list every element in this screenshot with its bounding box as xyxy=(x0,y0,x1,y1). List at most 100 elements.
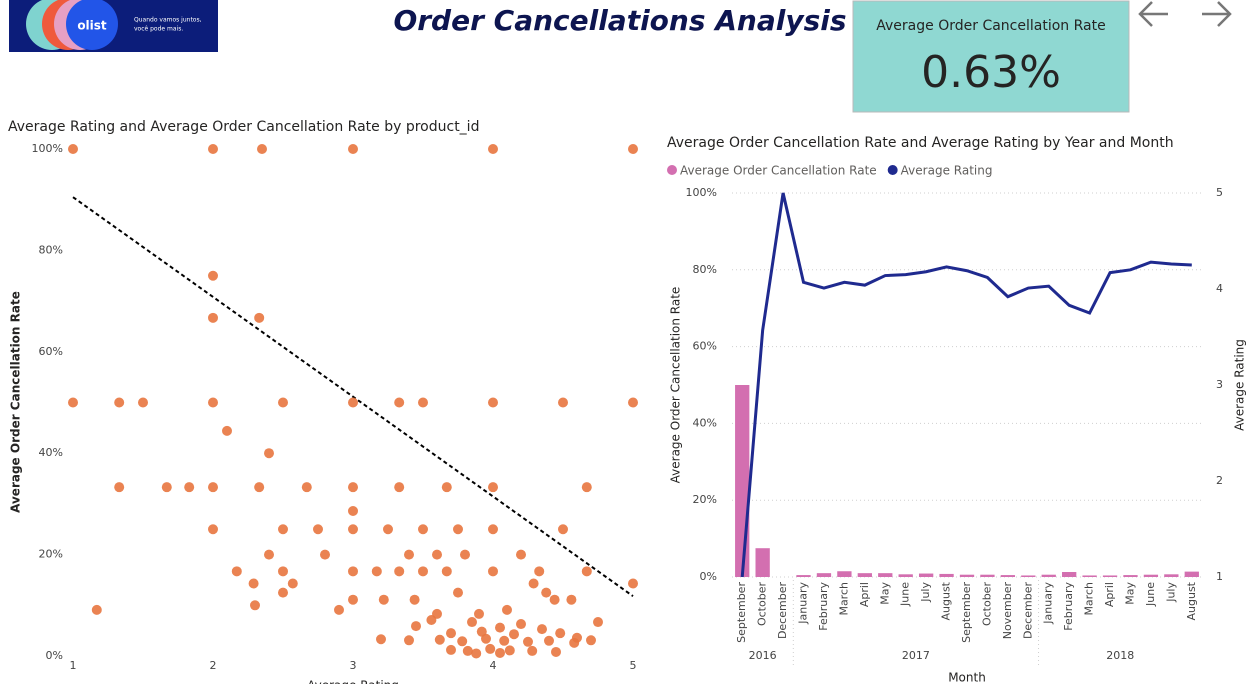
point xyxy=(409,594,420,605)
point xyxy=(488,482,498,493)
point xyxy=(394,566,405,577)
point xyxy=(488,144,498,154)
bar xyxy=(1062,572,1077,577)
logo-brand: olist xyxy=(77,19,107,33)
x-tick-label: 2 xyxy=(210,659,217,672)
point xyxy=(441,566,452,577)
point xyxy=(495,622,505,633)
y-tick-label: 0% xyxy=(46,649,63,662)
y-tick-label: 80% xyxy=(39,243,63,256)
x-tick-label: July xyxy=(1164,582,1177,603)
x-tick-label: 5 xyxy=(630,659,637,672)
x-tick-label: March xyxy=(1083,582,1096,616)
y-tick-label: 40% xyxy=(693,416,717,429)
point xyxy=(250,600,260,611)
legend-label: Average Rating xyxy=(901,164,993,178)
point xyxy=(516,619,526,630)
point xyxy=(376,634,386,645)
point xyxy=(453,524,463,535)
back-arrow[interactable] xyxy=(1138,1,1168,27)
y2-tick-label: 5 xyxy=(1216,186,1223,199)
forward-arrow[interactable] xyxy=(1202,1,1232,27)
bar xyxy=(1021,575,1036,577)
x-tick-label: January xyxy=(1042,582,1055,625)
point xyxy=(348,594,358,605)
point xyxy=(544,635,554,646)
x-tick-label: April xyxy=(1103,582,1116,607)
point xyxy=(313,524,323,535)
bar xyxy=(1041,574,1056,577)
point xyxy=(551,646,561,657)
bar xyxy=(1082,575,1097,577)
y-tick-label: 20% xyxy=(693,493,717,506)
point xyxy=(446,628,456,639)
point xyxy=(138,397,148,408)
point xyxy=(114,482,125,493)
point xyxy=(488,524,498,535)
bar xyxy=(939,573,954,577)
bar xyxy=(1000,575,1016,577)
point xyxy=(208,312,218,323)
page-title: Order Cancellations Analysis xyxy=(393,4,846,37)
point xyxy=(208,144,218,154)
point xyxy=(453,587,463,598)
x-axis-label: Average Rating xyxy=(307,679,399,684)
point xyxy=(348,505,358,516)
point xyxy=(278,397,288,408)
y-tick-label: 20% xyxy=(39,548,63,561)
point xyxy=(555,628,566,639)
x-tick-label: February xyxy=(1062,582,1075,631)
point xyxy=(460,549,470,560)
point xyxy=(432,549,442,560)
point xyxy=(523,636,533,647)
point xyxy=(208,524,218,535)
point xyxy=(549,594,560,605)
point xyxy=(208,270,218,281)
point xyxy=(528,578,539,589)
point xyxy=(418,397,428,408)
point xyxy=(467,617,477,628)
point xyxy=(91,604,102,615)
point xyxy=(541,587,552,598)
x-tick-label: May xyxy=(1123,582,1136,605)
x-tick-label: November xyxy=(1001,582,1014,640)
point xyxy=(527,645,538,656)
point xyxy=(446,644,456,655)
point xyxy=(481,633,491,644)
logo-circle xyxy=(66,0,118,50)
point xyxy=(371,566,382,577)
point xyxy=(222,425,232,436)
x-tick-label: 4 xyxy=(490,659,497,672)
point xyxy=(348,397,358,408)
bar xyxy=(980,574,995,577)
point xyxy=(581,566,592,577)
point xyxy=(558,524,568,535)
point xyxy=(457,636,468,647)
point xyxy=(68,397,78,408)
x-tick-label: July xyxy=(919,582,932,603)
logo: olist Quando vamos juntos, você pode mai… xyxy=(9,0,218,52)
point xyxy=(264,549,274,560)
chart-title: Average Order Cancellation Rate and Aver… xyxy=(667,135,1174,151)
x-tick-label: August xyxy=(940,581,953,620)
y-tick-label: 40% xyxy=(39,446,63,459)
point xyxy=(504,645,515,656)
point xyxy=(474,608,484,619)
point xyxy=(248,578,259,589)
point xyxy=(257,144,267,154)
x-tick-label: June xyxy=(1144,582,1157,607)
bar xyxy=(1184,571,1199,577)
bar xyxy=(1164,574,1179,577)
kpi-label: Average Order Cancellation Rate xyxy=(876,18,1105,34)
point xyxy=(254,482,265,493)
bar xyxy=(837,571,852,577)
year-label: 2018 xyxy=(1106,649,1134,662)
bar xyxy=(755,548,770,577)
chart-title: Average Rating and Average Order Cancell… xyxy=(8,119,479,135)
point xyxy=(404,635,414,646)
point xyxy=(509,629,519,640)
point xyxy=(254,312,265,323)
y-axis-label: Average Order Cancellation Rate xyxy=(669,287,683,484)
point xyxy=(471,648,482,659)
